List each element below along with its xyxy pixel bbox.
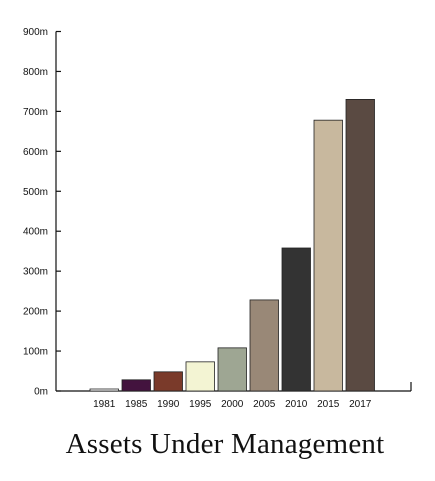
y-tick-label: 600m — [23, 147, 48, 158]
bar-chart: 0m 100m 200m 300m 400m 500m 600m 700m 800m 900m 1… — [23, 27, 412, 410]
y-tick-label: 200m — [23, 307, 48, 318]
x-tick-label: 2005 — [253, 399, 276, 410]
y-tick-label: 700m — [23, 107, 48, 118]
y-tick-label: 800m — [23, 67, 48, 78]
y-axis: 0m 100m 200m 300m 400m 500m 600m 700m 800m 900m — [23, 27, 61, 398]
x-tick-label: 1990 — [157, 399, 180, 410]
bar-1985 — [121, 379, 151, 392]
bar-2017 — [345, 99, 375, 392]
y-tick-label: 400m — [23, 227, 48, 238]
bar-2000 — [217, 347, 247, 392]
y-tick-label: 500m — [23, 187, 48, 198]
x-tick-label: 2000 — [221, 399, 244, 410]
bar-1981 — [89, 388, 119, 392]
x-tick-label: 2010 — [285, 399, 308, 410]
chart-title: Assets Under Management — [65, 428, 385, 460]
bar-2005 — [249, 299, 279, 392]
bar-1990 — [153, 371, 183, 392]
x-tick-label: 1981 — [93, 399, 116, 410]
bar-2015 — [313, 119, 343, 392]
y-tick-label: 300m — [23, 267, 48, 278]
x-tick-label: 1985 — [125, 399, 148, 410]
bars — [89, 99, 375, 392]
x-tick-label: 2017 — [349, 399, 372, 410]
y-tick-label: 900m — [23, 27, 48, 38]
y-tick-label: 100m — [23, 347, 48, 358]
x-tick-label: 2015 — [317, 399, 340, 410]
bar-1995 — [185, 361, 215, 392]
bar-2010 — [281, 247, 311, 392]
x-tick-label: 1995 — [189, 399, 212, 410]
y-tick-label: 0m — [34, 387, 48, 398]
